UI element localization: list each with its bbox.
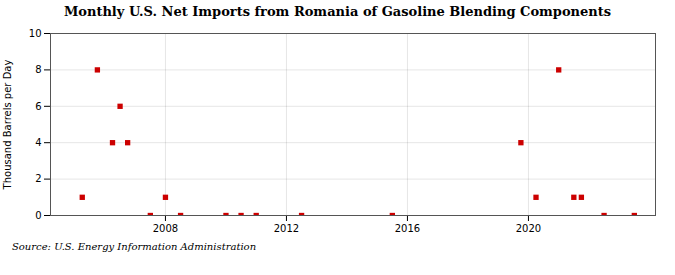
html-text:Monthly U.S. Net Imports from: Monthly U.S. Net Imports from Romania of… — [63, 4, 612, 19]
svg-text:10: 10 — [29, 28, 42, 39]
svg-text:2020: 2020 — [516, 223, 541, 234]
svg-text:2008: 2008 — [153, 223, 178, 234]
svg-text:2012: 2012 — [274, 223, 299, 234]
svg-text:2016: 2016 — [395, 223, 420, 234]
svg-text:4: 4 — [35, 137, 41, 148]
svg-text:6: 6 — [35, 101, 41, 112]
svg-text:2: 2 — [35, 173, 41, 184]
svg-text:0: 0 — [35, 210, 41, 221]
html-text:Source: U.S. Energy Informatio: Source: U.S. Energy Information Administ… — [12, 241, 257, 252]
svg-text:8: 8 — [35, 64, 41, 75]
svg-text:Thousand Barrels per Day: Thousand Barrels per Day — [2, 60, 13, 191]
